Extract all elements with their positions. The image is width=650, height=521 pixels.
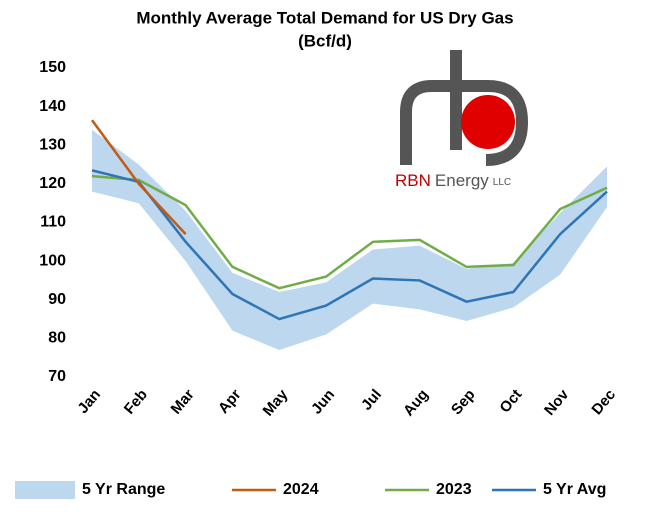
x-tick-label: Oct xyxy=(496,386,525,416)
legend-swatch xyxy=(15,481,75,499)
y-tick-label: 140 xyxy=(39,98,66,115)
y-tick-label: 90 xyxy=(48,291,66,308)
legend-label: 2024 xyxy=(283,481,319,498)
y-tick-label: 110 xyxy=(40,214,66,231)
logo: RBN Energy LLC xyxy=(395,50,529,190)
chart-subtitle: (Bcf/d) xyxy=(298,31,352,50)
x-tick-label: Aug xyxy=(400,386,432,419)
y-tick-label: 120 xyxy=(39,175,66,192)
x-tick-label: May xyxy=(260,386,292,420)
x-tick-label: Sep xyxy=(448,386,479,418)
logo-pipe xyxy=(400,80,529,166)
x-tick-label: Apr xyxy=(215,386,245,417)
range-area xyxy=(92,129,607,350)
chart-title: Monthly Average Total Demand for US Dry … xyxy=(136,8,513,27)
legend-label: 2023 xyxy=(436,481,472,498)
legend-label: 5 Yr Avg xyxy=(543,481,606,498)
legend-label: 5 Yr Range xyxy=(82,481,165,498)
logo-name: RBN xyxy=(395,171,431,190)
x-tick-label: Mar xyxy=(168,386,198,417)
logo-text: RBN Energy LLC xyxy=(395,171,511,190)
logo-suffix: LLC xyxy=(493,177,511,188)
y-tick-label: 80 xyxy=(48,330,66,347)
y-tick-label: 150 xyxy=(39,59,66,76)
y-tick-label: 130 xyxy=(39,136,66,153)
x-tick-label: Feb xyxy=(121,386,151,417)
x-tick-label: Dec xyxy=(588,386,619,418)
series-line xyxy=(90,119,187,235)
x-tick-label: Jan xyxy=(74,386,104,417)
x-tick-label: Jul xyxy=(358,386,385,414)
y-tick-label: 100 xyxy=(39,252,66,269)
series-line xyxy=(91,169,608,321)
series-line xyxy=(91,174,608,290)
y-tick-label: 70 xyxy=(48,368,66,385)
logo-ball xyxy=(461,95,515,149)
x-tick-label: Nov xyxy=(541,386,573,419)
logo-word: Energy xyxy=(435,171,489,190)
x-tick-label: Jun xyxy=(308,386,338,417)
